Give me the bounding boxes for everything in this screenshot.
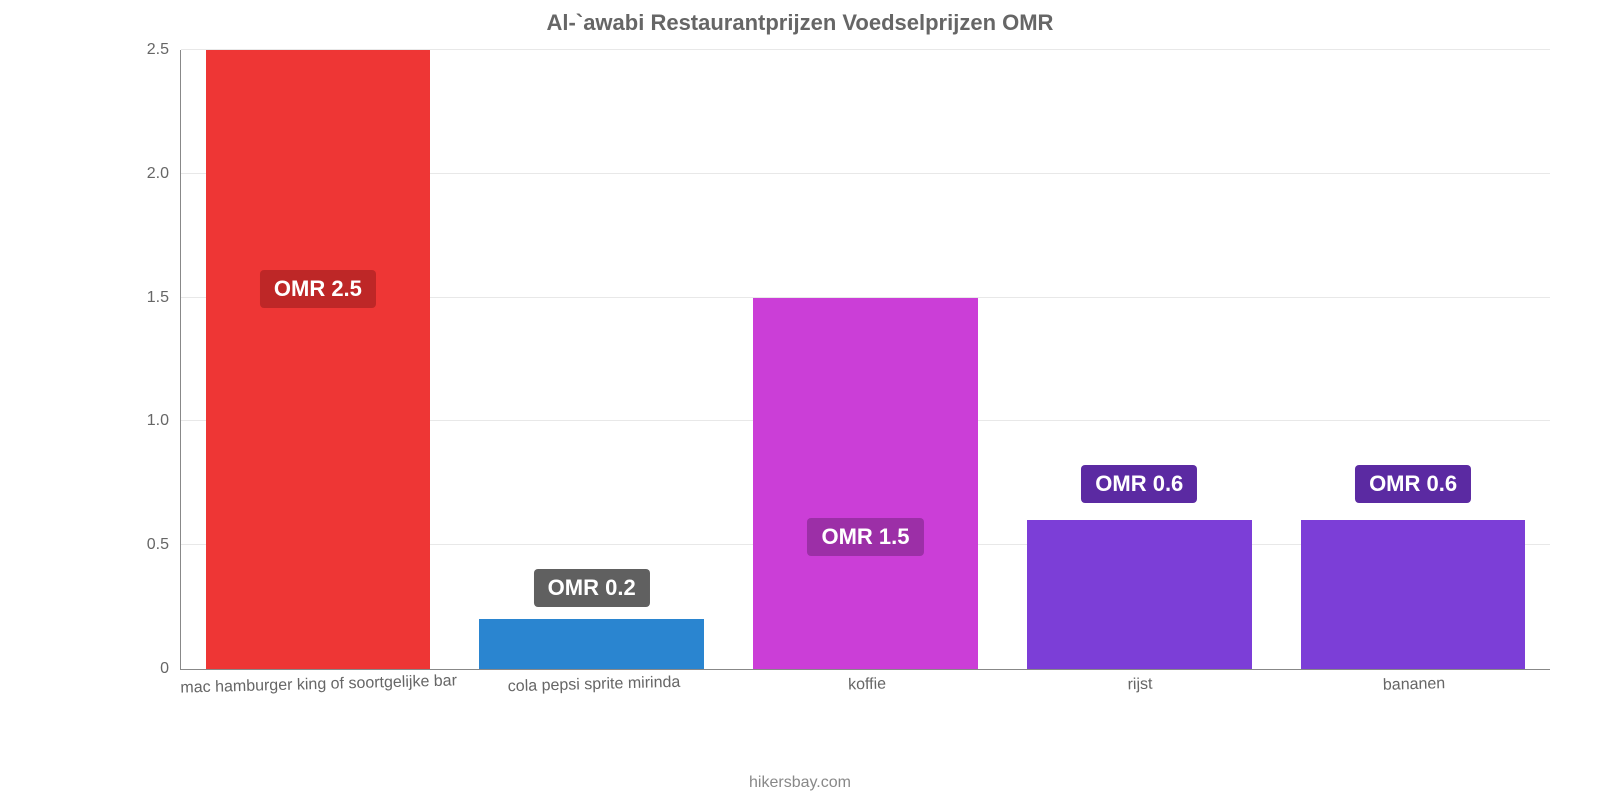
credit-text: hikersbay.com	[0, 774, 1600, 792]
bar-value-label: OMR 0.6	[1081, 465, 1197, 503]
chart-title: Al-`awabi Restaurantprijzen Voedselprijz…	[0, 0, 1600, 36]
y-tick-label: 0.5	[147, 536, 181, 554]
bar: OMR 0.6	[1027, 520, 1252, 669]
x-tick-label: rijst	[1003, 666, 1277, 713]
bar: OMR 1.5	[753, 298, 978, 669]
bar: OMR 0.2	[479, 619, 704, 669]
plot-area: OMR 2.5OMR 0.2OMR 1.5OMR 0.6OMR 0.6 00.5…	[180, 50, 1550, 670]
chart-zone: OMR 2.5 OMR 0.2 OMR 1.5 OMR 0.6 OMR 0.6 0 0.5…	[110, 50, 1550, 710]
y-tick-label: 2.0	[147, 165, 181, 183]
y-tick-label: 1.5	[147, 289, 181, 307]
bar-value-label: OMR 1.5	[807, 518, 923, 556]
x-tick-label: bananen	[1277, 666, 1551, 713]
bar-slot: OMR 1.5	[729, 50, 1003, 669]
x-tick-label: koffie	[730, 666, 1004, 713]
y-tick-label: 2.5	[147, 41, 181, 59]
bar-slot: OMR 2.5	[181, 50, 455, 669]
x-tick-label: cola pepsi sprite mirinda	[457, 666, 731, 713]
bar: OMR 2.5	[206, 50, 431, 669]
x-axis-labels: mac hamburger king of soortgelijke barco…	[180, 670, 1550, 710]
y-tick-label: 1.0	[147, 412, 181, 430]
bar-slot: OMR 0.2	[455, 50, 729, 669]
y-tick-label: 0	[160, 660, 181, 678]
bar-slot: OMR 0.6	[1002, 50, 1276, 669]
bars-container: OMR 2.5 OMR 0.2 OMR 1.5 OMR 0.6 OMR 0.6	[181, 50, 1550, 669]
bar-value-label: OMR 0.2	[534, 569, 650, 607]
x-tick-label: mac hamburger king of soortgelijke bar	[180, 666, 458, 713]
bar-value-label: OMR 2.5	[260, 270, 376, 308]
bar: OMR 0.6	[1301, 520, 1526, 669]
bar-slot: OMR 0.6	[1276, 50, 1550, 669]
bar-value-label: OMR 0.6	[1355, 465, 1471, 503]
